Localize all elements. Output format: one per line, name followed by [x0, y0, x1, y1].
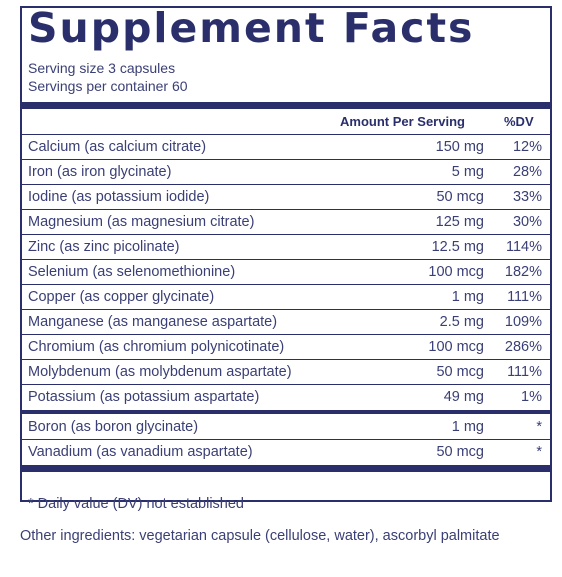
nutrient-name: Chromium (as chromium polynicotinate): [28, 339, 285, 355]
nutrient-row: Iron (as iron glycinate) 5 mg 28%: [22, 160, 550, 185]
serving-size: Serving size 3 capsules: [28, 60, 176, 76]
nutrient-row: Chromium (as chromium polynicotinate) 10…: [22, 335, 550, 360]
nutrient-row: Manganese (as manganese aspartate) 2.5 m…: [22, 310, 550, 335]
nutrient-name: Potassium (as potassium aspartate): [28, 389, 260, 405]
nutrient-row: Calcium (as calcium citrate) 150 mg 12%: [22, 135, 550, 160]
nutrient-name: Iron (as iron glycinate): [28, 164, 172, 180]
nutrient-dv: 33%: [512, 189, 542, 205]
bottom-divider: [22, 465, 550, 472]
nutrient-amount: 150 mg: [435, 139, 484, 155]
nutrient-name: Boron (as boron glycinate): [28, 419, 199, 435]
nutrient-name: Zinc (as zinc picolinate): [28, 239, 180, 255]
nutrient-name: Manganese (as manganese aspartate): [28, 314, 278, 330]
nutrient-dv: 1%: [521, 389, 542, 405]
nutrient-amount: 50 mcg: [436, 364, 484, 380]
nutrient-dv: 182%: [504, 264, 542, 280]
nutrient-row: Zinc (as zinc picolinate) 12.5 mg 114%: [22, 235, 550, 260]
nutrient-dv: 114%: [505, 239, 542, 255]
nutrient-amount: 100 mcg: [428, 264, 484, 280]
top-divider: [22, 102, 550, 109]
nutrient-dv: 12%: [512, 139, 542, 155]
nutrient-amount: 125 mg: [435, 214, 484, 230]
nutrient-amount: 50 mcg: [436, 189, 484, 205]
nutrient-amount: 1 mg: [451, 419, 484, 435]
section-divider: [22, 410, 550, 414]
nutrient-name: Iodine (as potassium iodide): [28, 189, 210, 205]
amount-header: Amount Per Serving: [340, 114, 465, 129]
nutrient-dv: 109%: [504, 314, 542, 330]
nutrient-row: Boron (as boron glycinate) 1 mg *: [22, 415, 550, 440]
nutrient-dv: 28%: [512, 164, 542, 180]
nutrient-name: Copper (as copper glycinate): [28, 289, 215, 305]
dv-footnote: * Daily value (DV) not established: [28, 496, 244, 512]
nutrient-row: Vanadium (as vanadium aspartate) 50 mcg …: [22, 440, 550, 465]
nutrient-name: Selenium (as selenomethionine): [28, 264, 236, 280]
nutrient-amount: 5 mg: [451, 164, 484, 180]
nutrient-name: Calcium (as calcium citrate): [28, 139, 207, 155]
nutrient-amount: 12.5 mg: [431, 239, 484, 255]
nutrient-amount: 49 mg: [443, 389, 484, 405]
nutrient-row: Copper (as copper glycinate) 1 mg 111%: [22, 285, 550, 310]
nutrient-row: Potassium (as potassium aspartate) 49 mg…: [22, 385, 550, 410]
supplement-facts-panel: Supplement Facts Serving size 3 capsules…: [20, 4, 552, 502]
nutrient-dv: 111%: [507, 289, 542, 305]
nutrient-dv: 30%: [512, 214, 542, 230]
nutrient-dv: 111%: [507, 364, 542, 380]
dv-header: %DV: [504, 114, 534, 129]
servings-per-container: Servings per container 60: [28, 78, 188, 94]
header-rule: [22, 134, 550, 135]
nutrient-name: Magnesium (as magnesium citrate): [28, 214, 255, 230]
nutrient-row: Iodine (as potassium iodide) 50 mcg 33%: [22, 185, 550, 210]
nutrient-dv: *: [536, 419, 542, 435]
nutrient-amount: 100 mcg: [428, 339, 484, 355]
nutrient-name: Molybdenum (as molybdenum aspartate): [28, 364, 292, 380]
nutrient-dv: *: [536, 444, 542, 460]
nutrient-row: Magnesium (as magnesium citrate) 125 mg …: [22, 210, 550, 235]
nutrient-amount: 2.5 mg: [439, 314, 484, 330]
nutrient-row: Selenium (as selenomethionine) 100 mcg 1…: [22, 260, 550, 285]
nutrient-amount: 1 mg: [451, 289, 484, 305]
nutrient-name: Vanadium (as vanadium aspartate): [28, 444, 253, 460]
nutrient-amount: 50 mcg: [436, 444, 484, 460]
nutrient-row: Molybdenum (as molybdenum aspartate) 50 …: [22, 360, 550, 385]
nutrient-dv: 286%: [504, 339, 542, 355]
panel-title: Supplement Facts: [28, 4, 475, 52]
other-ingredients: Other ingredients: vegetarian capsule (c…: [20, 528, 500, 544]
